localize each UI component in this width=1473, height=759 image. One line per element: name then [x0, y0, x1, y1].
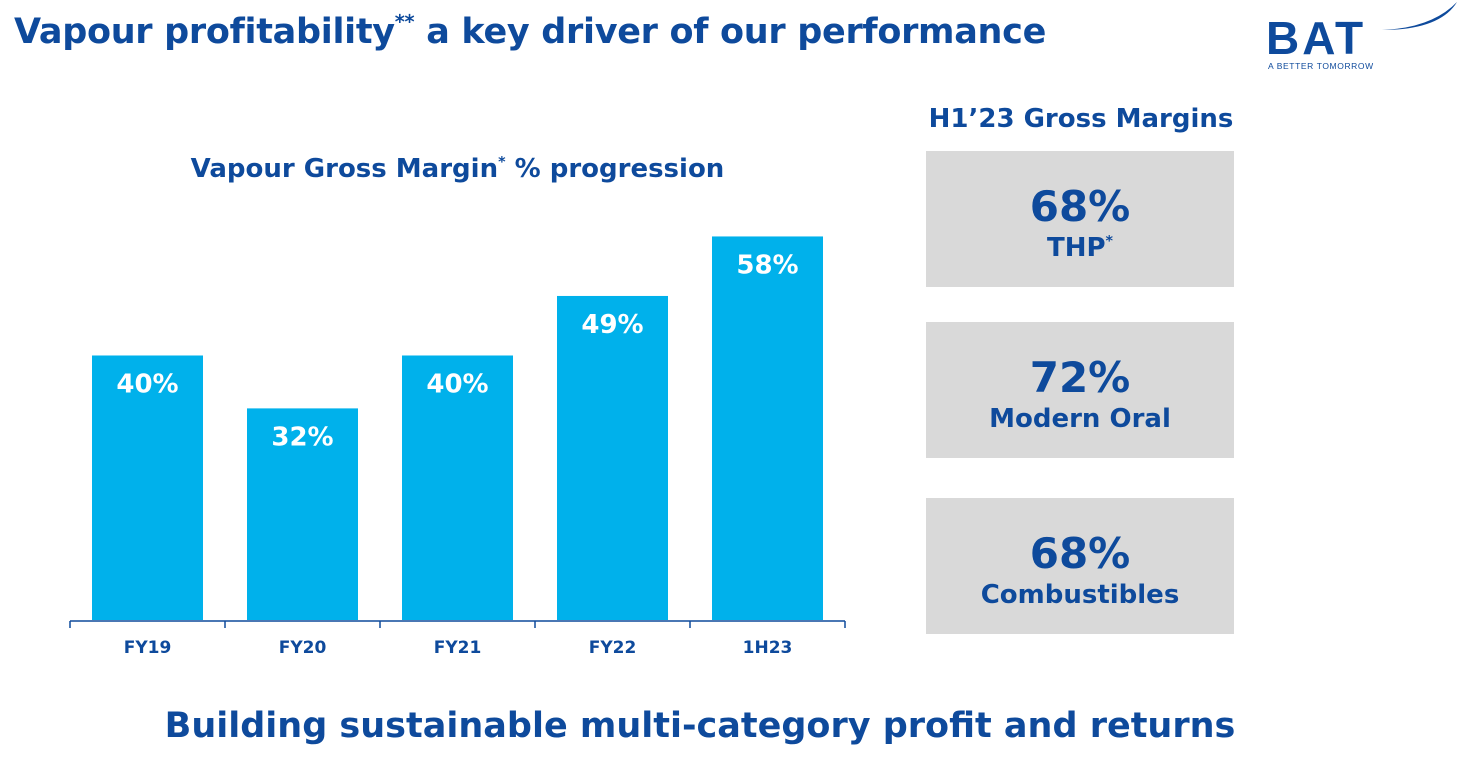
chart-title-rest: % progression [505, 154, 725, 184]
data-label: 58% [736, 250, 798, 280]
logo-swoosh-icon [1382, 2, 1457, 30]
bar-1h23 [712, 236, 823, 621]
margin-card-footnote-mark: * [1105, 233, 1114, 250]
margin-card-label: THP* [926, 231, 1234, 265]
margin-card-value: 68% [1029, 529, 1131, 578]
margin-card-value: 72% [1029, 353, 1131, 402]
margin-card-modern-oral: 72% Modern Oral [926, 322, 1234, 458]
data-label: 32% [271, 422, 333, 452]
slide-title-main: Vapour profitability [14, 12, 395, 52]
footer-tagline: Building sustainable multi-category prof… [164, 706, 1236, 746]
chart-title-main: Vapour Gross Margin [190, 154, 499, 184]
margin-card-value: 68% [1029, 182, 1131, 231]
margin-card-combustibles: 68% Combustibles [926, 498, 1234, 634]
margin-card-thp: 68% THP* [926, 151, 1234, 287]
x-tick-label: FY19 [124, 638, 172, 658]
x-tick-label: FY21 [434, 638, 482, 658]
bar-fy21 [402, 355, 513, 620]
x-tick-label: FY22 [589, 638, 637, 658]
chart-title-footnote-mark: * [498, 154, 506, 171]
data-label: 40% [426, 369, 488, 399]
bat-logo-wordmark: BAT [1266, 12, 1366, 64]
bat-logo-icon: BAT A BETTER TOMORROW [1266, 2, 1457, 71]
data-label: 40% [116, 369, 178, 399]
chart-title: Vapour Gross Margin* % progression [70, 154, 845, 184]
x-tick-label: 1H23 [743, 638, 793, 658]
margin-card-label: Combustibles [980, 580, 1180, 610]
margin-card-label: Modern Oral [989, 404, 1171, 434]
data-label: 49% [581, 310, 643, 340]
bar-fy19 [92, 355, 203, 620]
bar-fy22 [557, 295, 668, 620]
gross-margins-heading: H1’23 Gross Margins [928, 104, 1234, 134]
slide-title-footnote-mark: ** [394, 10, 415, 34]
slide-title: Vapour profitability** a key driver of o… [14, 12, 1046, 52]
bat-logo-tagline: A BETTER TOMORROW [1268, 61, 1374, 71]
slide-title-rest: a key driver of our performance [414, 12, 1047, 52]
bar-fy20 [247, 408, 358, 620]
bar-chart: 40% FY19 32% FY20 40% FY21 49% FY22 58% 1H23 [69, 236, 846, 658]
x-tick-label: FY20 [279, 638, 327, 658]
margin-card-label-text: THP [1046, 233, 1106, 263]
bat-logo: BAT A BETTER TOMORROW [1262, 0, 1462, 75]
